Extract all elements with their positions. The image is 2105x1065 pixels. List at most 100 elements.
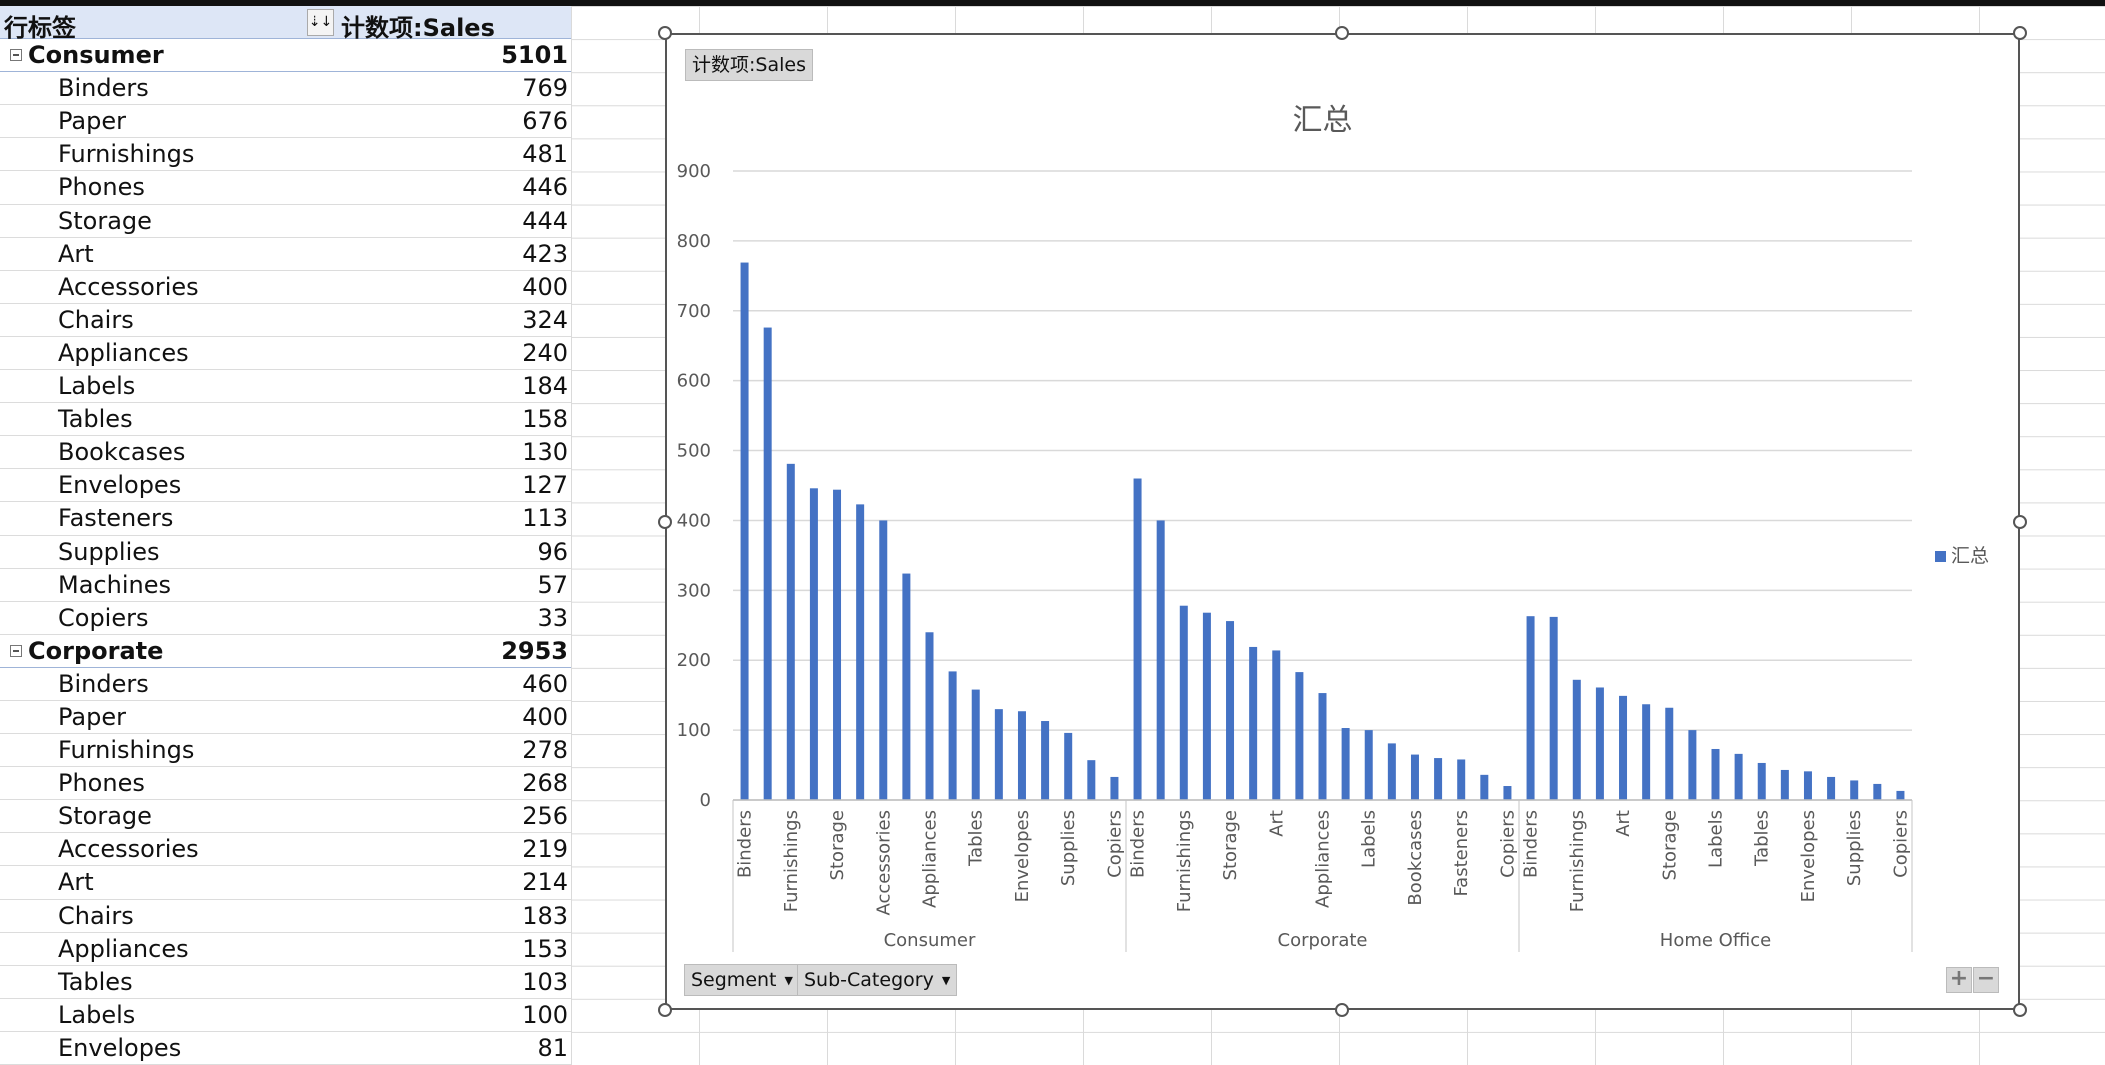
x-tick-label: Labels (1706, 810, 1727, 868)
pivot-item-row[interactable]: Art 423 (0, 238, 571, 271)
pivot-row-value: 184 (522, 372, 568, 401)
value-field-button[interactable]: 计数项:Sales (685, 49, 813, 81)
collapse-field-button[interactable]: − (1973, 967, 1999, 993)
pivot-group-row[interactable]: Corporate 2953 (0, 635, 571, 668)
pivot-item-row[interactable]: Fasteners 113 (0, 502, 571, 536)
value-field-header[interactable]: 计数项:Sales (341, 14, 495, 42)
pivot-item-row[interactable]: Furnishings 481 (0, 138, 571, 172)
subcategory-field-button[interactable]: Sub-Category ▼ (797, 964, 958, 996)
pivot-item-row[interactable]: Accessories 219 (0, 833, 571, 867)
pivot-row-value: 400 (522, 702, 568, 731)
collapse-icon[interactable] (10, 49, 22, 62)
pivot-item-row[interactable]: Art 214 (0, 866, 571, 900)
pivot-item-row[interactable]: Labels 184 (0, 370, 571, 404)
pivot-row-label: Fasteners (58, 504, 174, 533)
x-tick-label: Tables (966, 810, 987, 867)
pivot-row-label: Accessories (58, 835, 199, 864)
sort-filter-icon[interactable]: ⇣↓ (307, 9, 334, 36)
resize-handle-top[interactable] (1335, 26, 1349, 40)
resize-handle-bottom-right[interactable] (2013, 1003, 2027, 1017)
pivot-row-label: Labels (58, 1000, 136, 1029)
plus-icon: + (1949, 966, 1969, 991)
pivot-item-row[interactable]: Appliances 153 (0, 933, 571, 966)
pivot-row-value: 278 (522, 736, 568, 765)
resize-handle-left[interactable] (658, 515, 672, 529)
bar (1434, 758, 1443, 800)
legend-swatch (1935, 551, 1946, 562)
pivot-row-label: Appliances (58, 934, 189, 963)
chevron-down-icon: ▼ (941, 973, 951, 987)
legend-label: 汇总 (1951, 545, 1989, 567)
x-tick-label: Storage (827, 810, 848, 880)
x-tick-label: Art (1266, 810, 1287, 837)
x-tick-label: Envelopes (1798, 810, 1819, 902)
x-tick-label: Tables (1752, 810, 1773, 867)
x-tick-label: Art (1613, 810, 1634, 837)
subcategory-field-button-label: Sub-Category (804, 969, 934, 991)
segment-field-button-label: Segment (691, 969, 777, 991)
pivot-group-row[interactable]: Consumer 5101 (0, 39, 571, 73)
pivot-row-value: 5101 (501, 41, 568, 70)
pivot-row-value: 57 (537, 570, 568, 599)
row-label-header[interactable]: 行标签 (4, 14, 76, 42)
pivot-item-row[interactable]: Storage 444 (0, 205, 571, 238)
value-field-button-label: 计数项:Sales (692, 54, 806, 76)
pivot-item-row[interactable]: Phones 446 (0, 171, 571, 205)
collapse-icon[interactable] (10, 644, 22, 657)
pivot-row-value: 100 (522, 1000, 568, 1029)
pivot-item-row[interactable]: Tables 158 (0, 403, 571, 437)
pivot-item-row[interactable]: Supplies 96 (0, 536, 571, 569)
pivot-item-row[interactable]: Machines 57 (0, 569, 571, 602)
x-tick-label: Fasteners (1451, 810, 1472, 897)
pivot-item-row[interactable]: Chairs 324 (0, 304, 571, 337)
expand-field-button[interactable]: + (1946, 967, 1972, 993)
pivot-table: 行标签 ⇣↓ 计数项:Sales Consumer 5101 Binders 769 P… (0, 6, 571, 1065)
y-tick-label: 0 (700, 790, 711, 811)
x-tick-label: Labels (1359, 810, 1380, 868)
pivot-row-label: Binders (58, 669, 149, 698)
resize-handle-bottom-left[interactable] (658, 1003, 672, 1017)
pivot-item-row[interactable]: Accessories 400 (0, 271, 571, 304)
pivot-item-row[interactable]: Tables 103 (0, 966, 571, 999)
pivot-row-value: 481 (522, 140, 568, 169)
bar (902, 573, 911, 800)
bar (1827, 776, 1836, 800)
pivot-item-row[interactable]: Envelopes 81 (0, 1032, 571, 1065)
pivot-item-row[interactable]: Chairs 183 (0, 900, 571, 933)
x-tick-label: Appliances (1313, 810, 1334, 908)
pivot-item-row[interactable]: Appliances 240 (0, 337, 571, 371)
pivot-chart[interactable]: 汇总 0 100 200 300 400 500 600 700 800 900 Binders Fur… (665, 33, 2020, 1010)
pivot-item-row[interactable]: Copiers 33 (0, 602, 571, 635)
pivot-item-row[interactable]: Binders 769 (0, 72, 571, 106)
pivot-item-row[interactable]: Binders 460 (0, 668, 571, 701)
pivot-item-row[interactable]: Envelopes 127 (0, 469, 571, 503)
pivot-row-value: 183 (522, 901, 568, 930)
pivot-row-label: Envelopes (58, 471, 182, 500)
pivot-item-row[interactable]: Bookcases 130 (0, 436, 571, 470)
pivot-item-row[interactable]: Storage 256 (0, 800, 571, 834)
pivot-row-value: 268 (522, 769, 568, 798)
bar (879, 520, 888, 800)
resize-handle-top-right[interactable] (2013, 26, 2027, 40)
pivot-row-label: Art (58, 239, 94, 268)
bar (1364, 730, 1373, 800)
pivot-item-row[interactable]: Paper 400 (0, 701, 571, 735)
x-tick-label: Copiers (1104, 810, 1125, 878)
resize-handle-bottom[interactable] (1335, 1003, 1349, 1017)
resize-handle-right[interactable] (2013, 515, 2027, 529)
pivot-item-row[interactable]: Labels 100 (0, 999, 571, 1032)
y-tick-label: 900 (677, 161, 711, 182)
x-tick-label: Appliances (920, 810, 941, 908)
pivot-row-value: 444 (522, 206, 568, 235)
pivot-row-value: 219 (522, 835, 568, 864)
pivot-row-label: Art (58, 868, 94, 897)
pivot-item-row[interactable]: Furnishings 278 (0, 734, 571, 768)
pivot-item-row[interactable]: Paper 676 (0, 105, 571, 139)
pivot-row-label: Tables (58, 405, 133, 434)
bar (1156, 520, 1165, 800)
segment-field-button[interactable]: Segment ▼ (684, 964, 800, 996)
resize-handle-top-left[interactable] (658, 26, 672, 40)
bar (763, 327, 772, 800)
pivot-row-label: Supplies (58, 537, 160, 566)
pivot-item-row[interactable]: Phones 268 (0, 767, 571, 801)
